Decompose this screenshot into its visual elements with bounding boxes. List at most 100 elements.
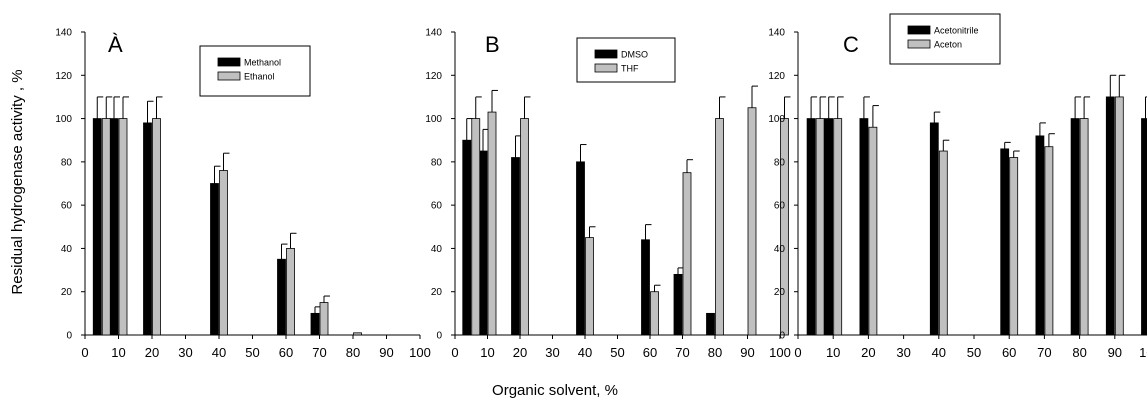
bar bbox=[673, 273, 683, 336]
x-tick-label: 60 bbox=[643, 345, 657, 360]
x-tick-label: 80 bbox=[346, 345, 360, 360]
y-tick-label: 80 bbox=[61, 157, 73, 168]
bar bbox=[471, 118, 481, 336]
bar bbox=[487, 111, 497, 336]
chart-panel-2: 0 20 40 60 80 100 120 140 0 10 20 30 40 50 60 70 80 90 100… bbox=[425, 28, 791, 361]
bar bbox=[118, 118, 128, 336]
legend-swatch bbox=[907, 25, 931, 35]
bar bbox=[780, 118, 789, 336]
x-tick-label: 100 bbox=[409, 345, 431, 360]
x-tick-label: 10 bbox=[111, 345, 125, 360]
y-tick-label: 20 bbox=[61, 287, 73, 298]
y-tick-label: 120 bbox=[768, 71, 785, 82]
x-tick-label: 20 bbox=[145, 345, 159, 360]
y-tick-label: 0 bbox=[779, 331, 785, 342]
x-tick-label: 80 bbox=[1072, 345, 1086, 360]
legend-label: Methanol bbox=[244, 58, 281, 68]
y-tick-label: 60 bbox=[61, 201, 73, 212]
legend-swatch bbox=[594, 49, 618, 59]
bar bbox=[1105, 96, 1115, 336]
bar bbox=[706, 312, 715, 336]
y-tick-label: 60 bbox=[431, 201, 443, 212]
x-tick-label: 70 bbox=[312, 345, 326, 360]
legend-label: Ethanol bbox=[244, 72, 275, 82]
x-tick-label: 50 bbox=[245, 345, 259, 360]
bar bbox=[277, 258, 286, 336]
bar bbox=[1035, 135, 1045, 336]
bar bbox=[319, 302, 329, 336]
x-tick-label: 50 bbox=[967, 345, 981, 360]
bar bbox=[641, 239, 650, 336]
bar bbox=[650, 291, 659, 336]
legend-label: Aceton bbox=[934, 40, 962, 50]
x-tick-label: 10 bbox=[826, 345, 840, 360]
x-tick-label: 50 bbox=[610, 345, 624, 360]
y-tick-label: 100 bbox=[55, 114, 72, 125]
y-tick-label: 20 bbox=[774, 287, 786, 298]
legend-swatch bbox=[594, 63, 618, 73]
panel-letter: B bbox=[485, 32, 500, 57]
y-tick-label: 40 bbox=[61, 244, 73, 255]
bar bbox=[868, 126, 878, 336]
bar bbox=[576, 161, 585, 336]
x-tick-label: 10 bbox=[480, 345, 494, 360]
bar bbox=[938, 150, 948, 336]
bar bbox=[286, 248, 295, 336]
y-tick-label: 120 bbox=[55, 71, 72, 82]
x-tick-label: 60 bbox=[1002, 345, 1016, 360]
bar bbox=[1009, 157, 1019, 336]
x-tick-label: 30 bbox=[896, 345, 910, 360]
x-tick-label: 40 bbox=[932, 345, 946, 360]
x-axis-label: Organic solvent, % bbox=[492, 382, 618, 399]
x-tick-label: 90 bbox=[740, 345, 754, 360]
y-tick-label: 120 bbox=[425, 71, 442, 82]
legend-box bbox=[889, 13, 1001, 65]
legend-label: THF bbox=[621, 64, 639, 74]
x-tick-label: 30 bbox=[545, 345, 559, 360]
bar bbox=[682, 172, 692, 336]
x-tick-label: 40 bbox=[578, 345, 592, 360]
bar bbox=[462, 139, 472, 336]
legend-label: DMSO bbox=[621, 50, 648, 60]
x-tick-label: 0 bbox=[451, 345, 458, 360]
panel-letter: C bbox=[843, 32, 859, 57]
bar bbox=[824, 118, 834, 336]
bar bbox=[833, 118, 843, 336]
x-tick-label: 20 bbox=[861, 345, 875, 360]
x-tick-label: 60 bbox=[279, 345, 293, 360]
bar bbox=[1044, 146, 1054, 336]
bar bbox=[747, 107, 757, 336]
bar bbox=[1079, 118, 1089, 336]
bar bbox=[859, 118, 869, 336]
chart-panel-1: 0 20 40 60 80 100 120 140 0 10 20 30 40 50 60 70 80 90 100… bbox=[55, 28, 431, 361]
bar bbox=[109, 118, 119, 336]
y-tick-label: 0 bbox=[436, 331, 442, 342]
y-tick-label: 140 bbox=[768, 28, 785, 39]
y-tick-label: 100 bbox=[768, 114, 785, 125]
y-tick-label: 60 bbox=[774, 201, 786, 212]
x-tick-label: 100 bbox=[769, 345, 791, 360]
y-axis-label: Residual hydrogenase activity , % bbox=[9, 69, 26, 294]
legend-label: Acetonitrile bbox=[934, 26, 979, 36]
bar bbox=[478, 150, 488, 336]
y-tick-label: 40 bbox=[774, 244, 786, 255]
x-tick-label: 90 bbox=[379, 345, 393, 360]
bar bbox=[152, 118, 161, 336]
bar bbox=[92, 118, 102, 336]
x-tick-label: 100 bbox=[1139, 345, 1147, 360]
x-tick-label: 80 bbox=[708, 345, 722, 360]
x-tick-label: 70 bbox=[1037, 345, 1051, 360]
x-tick-label: 0 bbox=[794, 345, 801, 360]
bar bbox=[143, 122, 152, 336]
bar bbox=[715, 118, 724, 336]
y-tick-label: 140 bbox=[55, 28, 72, 39]
y-tick-label: 80 bbox=[431, 157, 443, 168]
x-tick-label: 0 bbox=[81, 345, 88, 360]
bar bbox=[511, 157, 520, 336]
chart-panel-3: 0 20 40 60 80 100 120 140 0 10 20 30 40 50 60 70 80 90 100… bbox=[768, 13, 1147, 360]
legend-swatch bbox=[907, 39, 931, 49]
bar bbox=[1000, 148, 1010, 336]
bar bbox=[353, 332, 362, 336]
y-tick-label: 0 bbox=[66, 331, 72, 342]
